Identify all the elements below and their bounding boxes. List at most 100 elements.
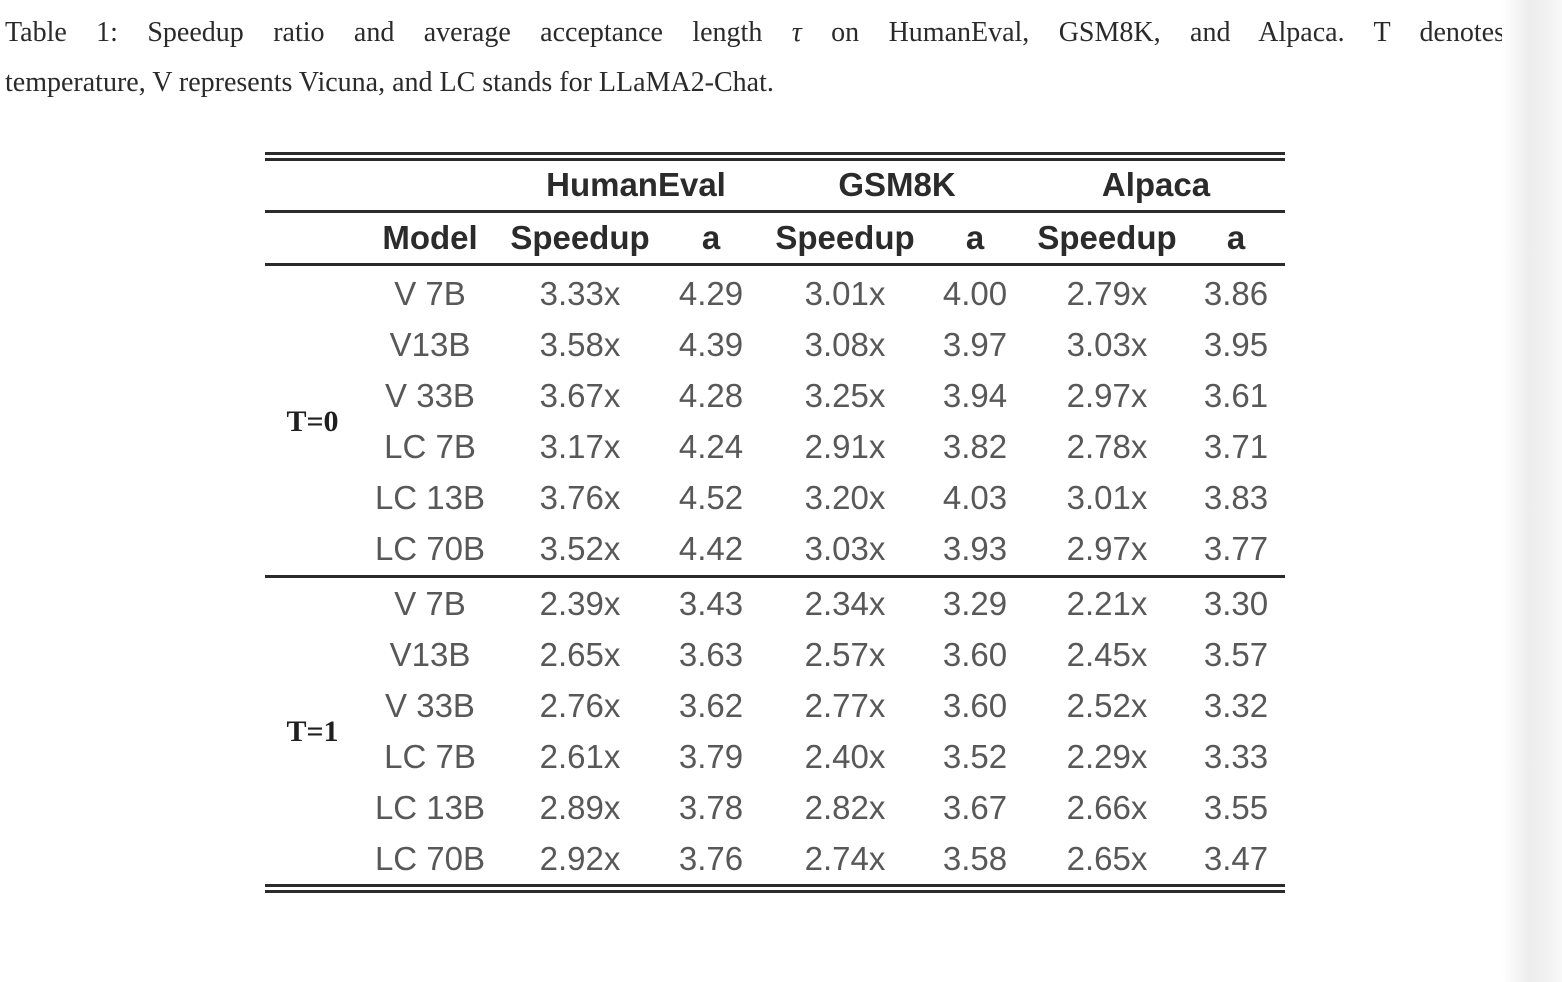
gsm8k-speedup-cell: 3.25x bbox=[804, 376, 886, 414]
gsm8k-a-cell: 3.93 bbox=[942, 529, 1008, 567]
table-row: LC 13B 3.76x 4.52 3.20x 4.03 3.01x 3.83 bbox=[265, 472, 1285, 523]
column-header-row: Model Speedup a Speedup a Speedup a bbox=[265, 212, 1285, 263]
table-row: LC 13B 2.89x 3.78 2.82x 3.67 2.66x 3.55 bbox=[265, 782, 1285, 833]
alpaca-a-cell: 3.33 bbox=[1203, 737, 1269, 775]
alpaca-speedup-cell: 2.97x bbox=[1066, 376, 1148, 414]
column-header-spacer bbox=[265, 212, 355, 263]
row-spacer bbox=[265, 629, 355, 680]
row-spacer bbox=[265, 782, 355, 833]
humaneval-speedup-cell: 3.58x bbox=[539, 325, 621, 363]
bottom-rule-outer bbox=[265, 884, 1285, 887]
alpaca-speedup-cell: 2.97x bbox=[1066, 529, 1148, 567]
alpaca-speedup-cell: 2.52x bbox=[1066, 686, 1148, 724]
gsm8k-a-cell: 3.60 bbox=[942, 686, 1008, 724]
table-row: V 7B 3.33x 4.29 3.01x 4.00 2.79x 3.86 bbox=[265, 268, 1285, 319]
humaneval-a-cell: 4.42 bbox=[678, 529, 744, 567]
humaneval-a-cell: 4.39 bbox=[678, 325, 744, 363]
humaneval-a-cell: 3.78 bbox=[678, 788, 744, 826]
row-spacer bbox=[265, 472, 355, 523]
column-header-speedup-gsm8k: Speedup bbox=[775, 218, 915, 256]
column-header-model: Model bbox=[382, 218, 478, 256]
gsm8k-speedup-cell: 3.03x bbox=[804, 529, 886, 567]
table-caption: Table 1: Speedup ratio and average accep… bbox=[5, 8, 1505, 108]
gsm8k-a-cell: 3.58 bbox=[942, 839, 1008, 877]
section-t0-rows: V 7B 3.33x 4.29 3.01x 4.00 2.79x 3.86 V1… bbox=[265, 268, 1285, 574]
alpaca-a-cell: 3.57 bbox=[1203, 635, 1269, 673]
humaneval-a-cell: 3.79 bbox=[678, 737, 744, 775]
humaneval-a-cell: 4.28 bbox=[678, 376, 744, 414]
humaneval-a-cell: 4.52 bbox=[678, 478, 744, 516]
alpaca-speedup-cell: 2.78x bbox=[1066, 427, 1148, 465]
alpaca-a-cell: 3.83 bbox=[1203, 478, 1269, 516]
humaneval-speedup-cell: 2.39x bbox=[539, 584, 621, 622]
model-cell: V 7B bbox=[394, 584, 466, 622]
model-cell: LC 7B bbox=[384, 737, 476, 775]
temperature-label-t1: T=1 bbox=[286, 714, 339, 748]
alpaca-speedup-cell: 2.45x bbox=[1066, 635, 1148, 673]
top-rule-inner bbox=[265, 158, 1285, 161]
humaneval-a-cell: 4.29 bbox=[678, 274, 744, 312]
humaneval-speedup-cell: 2.65x bbox=[539, 635, 621, 673]
gsm8k-a-cell: 3.52 bbox=[942, 737, 1008, 775]
alpaca-a-cell: 3.30 bbox=[1203, 584, 1269, 622]
gsm8k-speedup-cell: 2.40x bbox=[804, 737, 886, 775]
humaneval-speedup-cell: 2.92x bbox=[539, 839, 621, 877]
gsm8k-speedup-cell: 2.74x bbox=[804, 839, 886, 877]
gsm8k-speedup-cell: 2.77x bbox=[804, 686, 886, 724]
humaneval-speedup-cell: 2.61x bbox=[539, 737, 621, 775]
header-divider-rule bbox=[265, 210, 1285, 213]
humaneval-a-cell: 4.24 bbox=[678, 427, 744, 465]
model-cell: LC 7B bbox=[384, 427, 476, 465]
alpaca-a-cell: 3.86 bbox=[1203, 274, 1269, 312]
column-header-speedup-humaneval: Speedup bbox=[510, 218, 650, 256]
model-cell: V13B bbox=[389, 325, 471, 363]
gsm8k-speedup-cell: 3.20x bbox=[804, 478, 886, 516]
column-header-speedup-alpaca: Speedup bbox=[1037, 218, 1177, 256]
section-divider-rule bbox=[265, 575, 1285, 578]
gsm8k-a-cell: 3.60 bbox=[942, 635, 1008, 673]
dataset-header-row: HumanEval GSM8K Alpaca bbox=[265, 159, 1285, 210]
humaneval-a-cell: 3.63 bbox=[678, 635, 744, 673]
alpaca-speedup-cell: 3.01x bbox=[1066, 478, 1148, 516]
table-row: LC 7B 3.17x 4.24 2.91x 3.82 2.78x 3.71 bbox=[265, 421, 1285, 472]
model-cell: V13B bbox=[389, 635, 471, 673]
alpaca-speedup-cell: 2.65x bbox=[1066, 839, 1148, 877]
dataset-header-humaneval: HumanEval bbox=[546, 165, 726, 203]
caption-line-2: temperature, V represents Vicuna, and LC… bbox=[5, 67, 774, 98]
table-row: V 7B 2.39x 3.43 2.34x 3.29 2.21x 3.30 bbox=[265, 578, 1285, 629]
gsm8k-speedup-cell: 2.91x bbox=[804, 427, 886, 465]
gsm8k-a-cell: 3.94 bbox=[942, 376, 1008, 414]
alpaca-a-cell: 3.77 bbox=[1203, 529, 1269, 567]
table-row: V13B 3.58x 4.39 3.08x 3.97 3.03x 3.95 bbox=[265, 319, 1285, 370]
row-spacer bbox=[265, 833, 355, 884]
gsm8k-speedup-cell: 3.08x bbox=[804, 325, 886, 363]
subheader-rule bbox=[265, 263, 1285, 266]
column-header-a-humaneval: a bbox=[701, 218, 721, 256]
gsm8k-speedup-cell: 2.82x bbox=[804, 788, 886, 826]
alpaca-speedup-cell: 2.29x bbox=[1066, 737, 1148, 775]
humaneval-speedup-cell: 2.76x bbox=[539, 686, 621, 724]
table-row: LC 70B 2.92x 3.76 2.74x 3.58 2.65x 3.47 bbox=[265, 833, 1285, 884]
alpaca-a-cell: 3.71 bbox=[1203, 427, 1269, 465]
alpaca-speedup-cell: 2.21x bbox=[1066, 584, 1148, 622]
column-header-a-alpaca: a bbox=[1226, 218, 1246, 256]
page-edge-shading bbox=[1502, 0, 1562, 982]
dataset-header-alpaca: Alpaca bbox=[1101, 165, 1211, 203]
humaneval-speedup-cell: 3.17x bbox=[539, 427, 621, 465]
dataset-header-gsm8k: GSM8K bbox=[838, 165, 956, 203]
table-row: LC 70B 3.52x 4.42 3.03x 3.93 2.97x 3.77 bbox=[265, 523, 1285, 574]
row-spacer bbox=[265, 319, 355, 370]
model-cell: LC 13B bbox=[374, 788, 486, 826]
model-cell: V 7B bbox=[394, 274, 466, 312]
temperature-label-t0: T=0 bbox=[286, 404, 339, 438]
column-header-a-gsm8k: a bbox=[965, 218, 985, 256]
tau-symbol: τ bbox=[791, 17, 802, 48]
humaneval-speedup-cell: 2.89x bbox=[539, 788, 621, 826]
model-cell: LC 13B bbox=[374, 478, 486, 516]
gsm8k-a-cell: 3.29 bbox=[942, 584, 1008, 622]
model-cell: V 33B bbox=[385, 686, 475, 724]
alpaca-a-cell: 3.55 bbox=[1203, 788, 1269, 826]
humaneval-a-cell: 3.76 bbox=[678, 839, 744, 877]
model-cell: LC 70B bbox=[374, 529, 486, 567]
